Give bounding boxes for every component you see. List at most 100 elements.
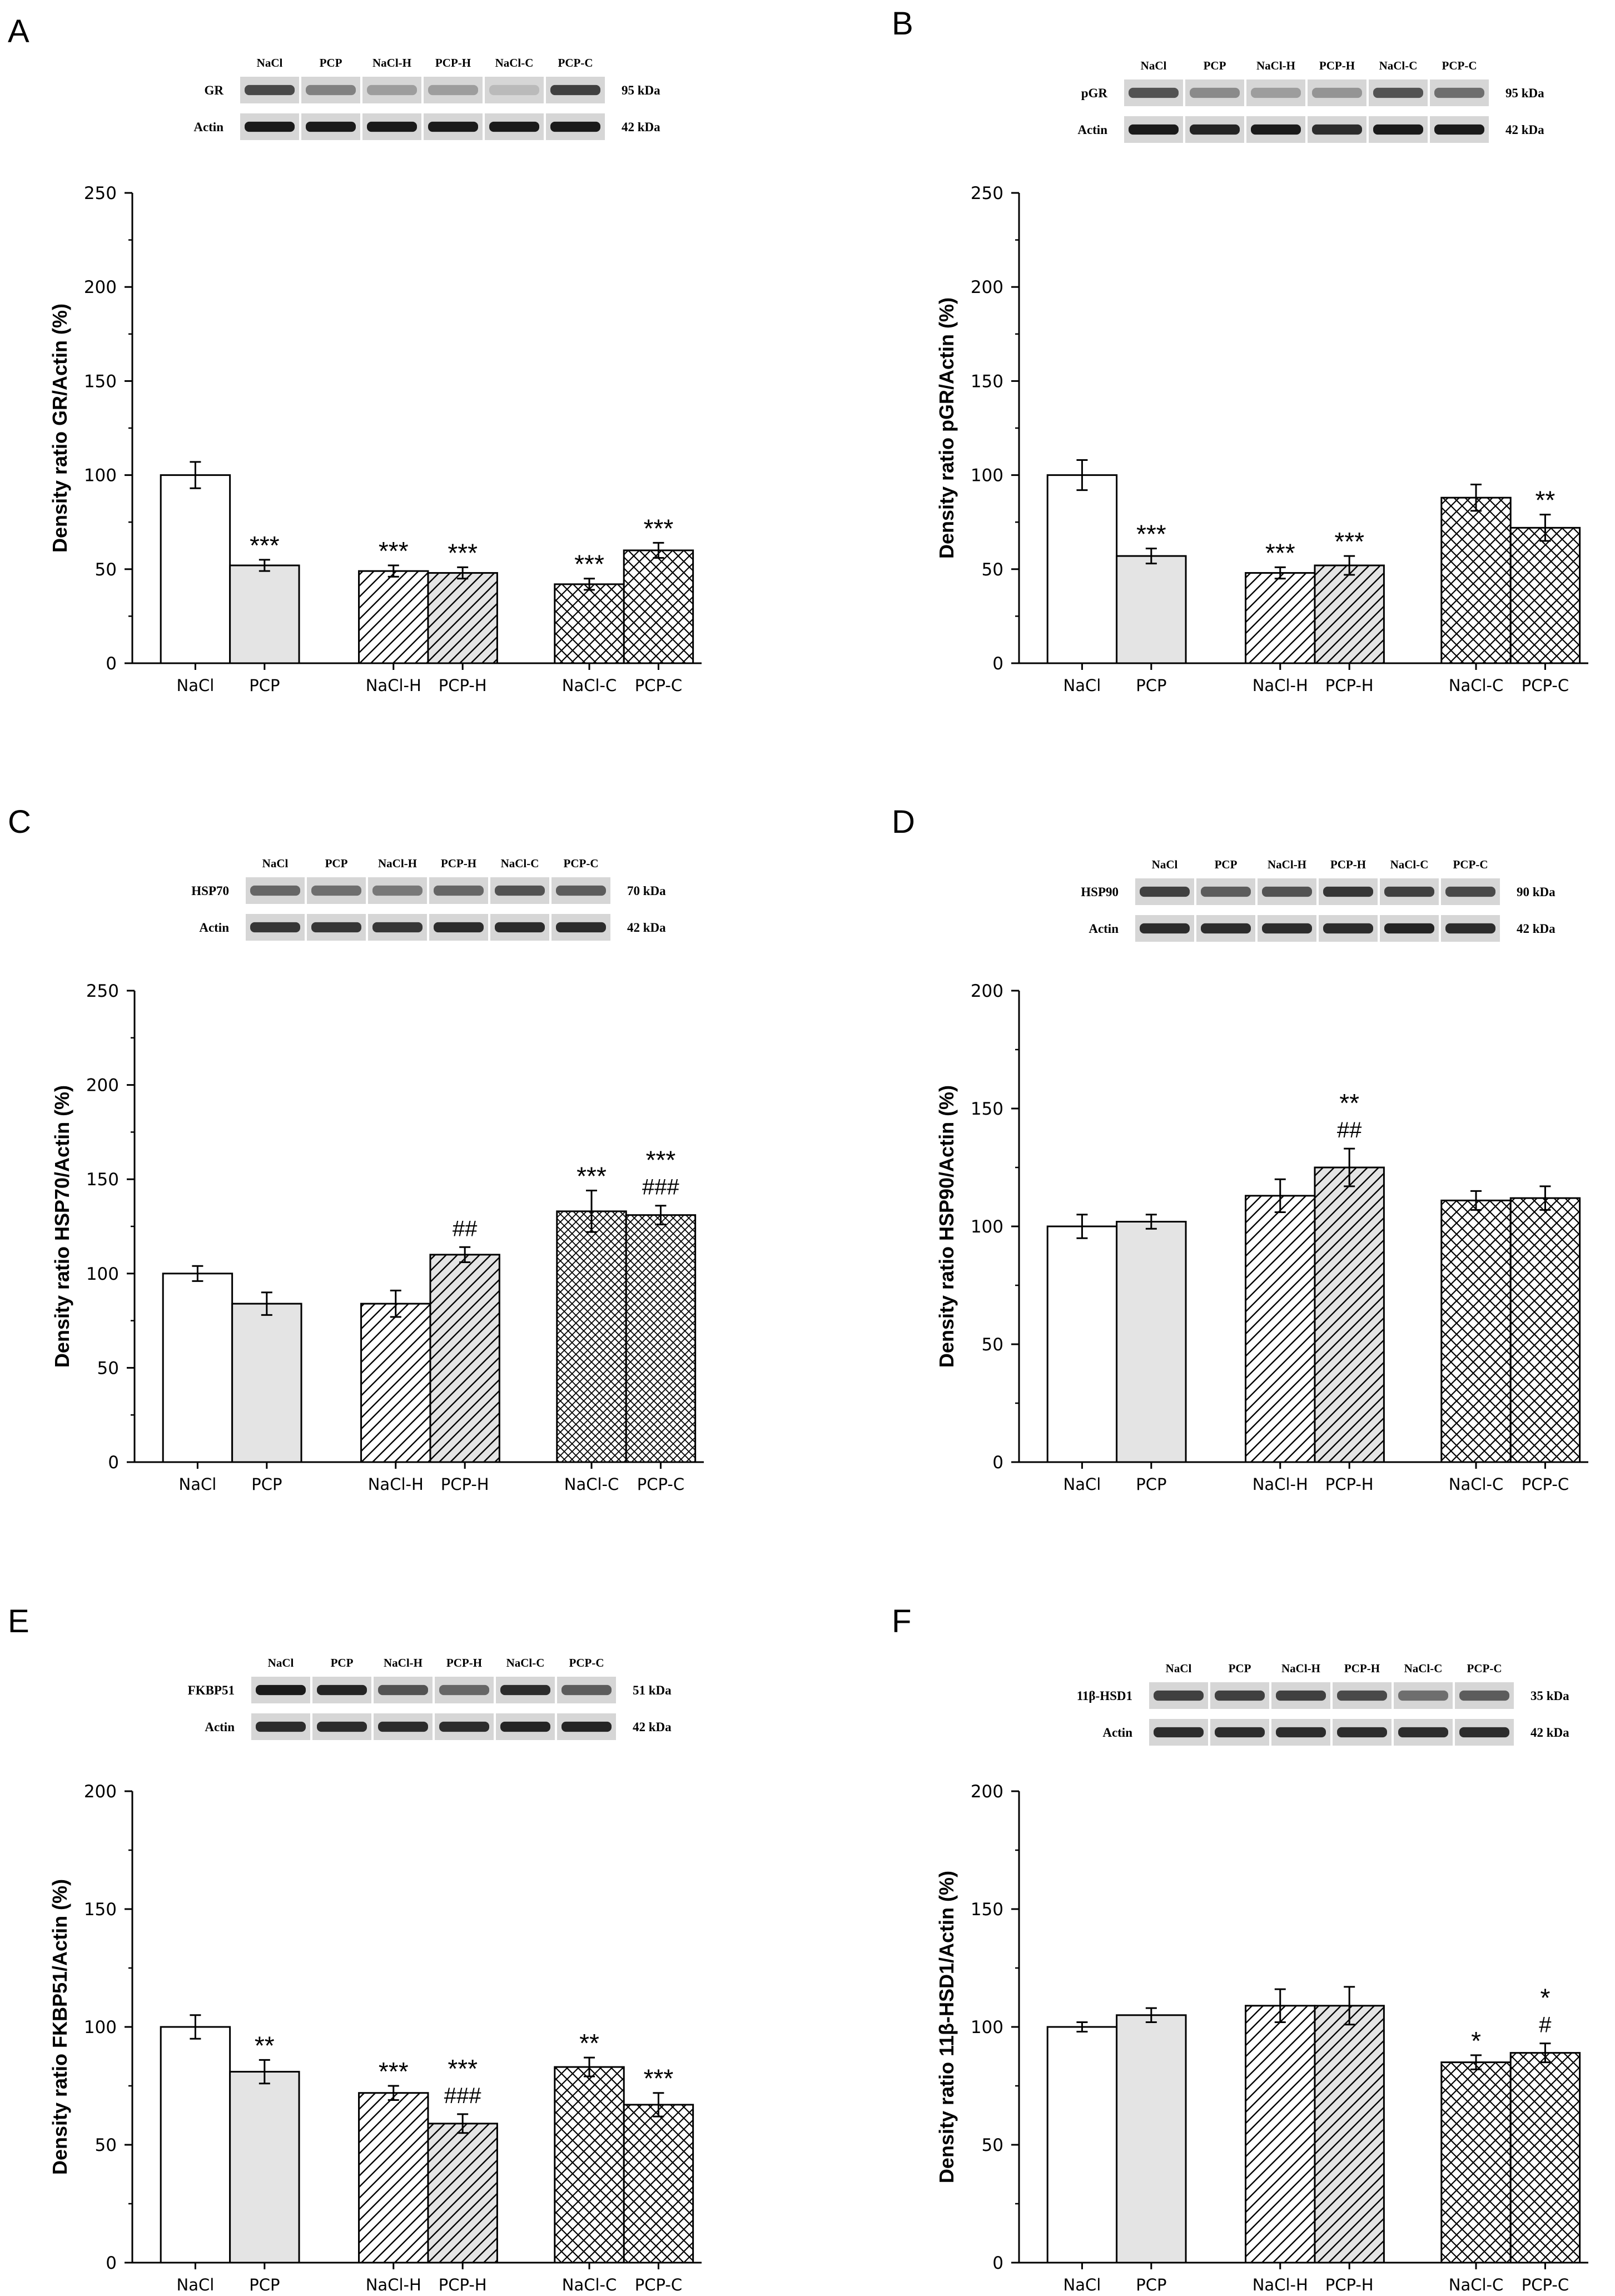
blot-lane-label: NaCl-H (1268, 858, 1306, 871)
blot-band (1154, 1727, 1204, 1738)
significance-star: *** (379, 2057, 409, 2086)
significance-star: *** (644, 514, 674, 543)
blot-band (1373, 87, 1423, 98)
bar-nacl (160, 2026, 231, 2264)
blot-lane-label: PCP-H (435, 56, 471, 69)
blot-lane-label: NaCl-H (378, 857, 417, 870)
bar-pcp-c (1509, 1197, 1581, 1463)
bar-pcp-c (1509, 526, 1581, 664)
y-axis-title: Density ratio pGR/Actin (%) (935, 297, 958, 559)
blot-lane-bg (1308, 79, 1366, 106)
blot-band (439, 1684, 489, 1696)
blot-row-kda: 70 kDa (627, 884, 666, 898)
blot-lane-label: PCP (320, 56, 342, 69)
plot-f: 0 50 100 150 200 Density ratio 11β-HSD1/Actin… (935, 1782, 1588, 2294)
significance-star: ** (1339, 1089, 1359, 1117)
blot-band (1384, 923, 1434, 934)
blot-lane-label: NaCl-C (506, 1656, 545, 1669)
blot-band (317, 1721, 367, 1732)
blot-band (1445, 923, 1495, 934)
blot-lane-label: PCP (1229, 1662, 1251, 1675)
y-axis-title: Density ratio GR/Actin (%) (48, 304, 71, 553)
blot-row-name: HSP90 (1081, 885, 1119, 899)
blot-lane-label: PCP (1215, 858, 1238, 871)
blot-lane-label: PCP (325, 857, 348, 870)
y-tick-label: 200 (84, 277, 117, 297)
blot-band (1434, 87, 1484, 98)
panel-f: F NaCl PCP NaCl-H PCP-H NaCl-C PCP-C 11β-HSD1 3… (892, 1603, 1588, 2294)
blot-band (556, 885, 606, 896)
bar-nacl-h (358, 570, 429, 664)
blot-band (1140, 886, 1190, 897)
significance-star: *** (448, 538, 478, 567)
panel-label: F (892, 1603, 911, 1639)
blot-lane-label: PCP-C (1467, 1662, 1502, 1675)
blot-lane-bg (301, 77, 360, 103)
y-tick-label: 200 (971, 1782, 1003, 1802)
bar-pcp-h (1314, 564, 1385, 664)
y-tick-label: 250 (84, 183, 117, 203)
blot-band (1190, 87, 1240, 98)
y-tick-label: 0 (106, 2253, 117, 2273)
blot-band (1459, 1727, 1509, 1738)
blot-lane-label: NaCl-H (372, 56, 411, 69)
x-tick-label: PCP-C (1522, 1475, 1569, 1494)
bar-pcp-h (429, 1254, 500, 1463)
x-tick-label: NaCl (1064, 2275, 1101, 2294)
blot-f: NaCl PCP NaCl-H PCP-H NaCl-C PCP-C 11β-HSD1 35 … (1077, 1662, 1569, 1746)
blot-lane-label: NaCl-H (1281, 1662, 1320, 1675)
blot-row-kda: 95 kDa (1505, 86, 1544, 100)
y-tick-label: 0 (106, 654, 117, 674)
blot-lane-label: NaCl (262, 857, 289, 870)
bar-nacl (1046, 1225, 1118, 1463)
x-tick-label: PCP (249, 676, 280, 695)
significance-star: *** (644, 2064, 674, 2093)
y-tick-label: 50 (95, 560, 117, 580)
x-tick-label: NaCl-C (1449, 676, 1503, 695)
y-tick-label: 200 (86, 1076, 119, 1096)
blot-band (1140, 923, 1190, 934)
blot-lane-label: NaCl-H (1256, 59, 1295, 72)
x-tick-label: PCP-H (441, 1475, 489, 1494)
y-tick-label: 150 (971, 1099, 1003, 1119)
x-tick-label: NaCl (179, 1475, 217, 1494)
blot-band (306, 85, 356, 96)
bar-nacl-h (1245, 572, 1316, 664)
plot-d: 0 50 100 150 200 Density ratio HSP90/Actin (%… (935, 981, 1588, 1494)
blot-band (1251, 87, 1301, 98)
significance-star: *** (577, 1162, 607, 1191)
blot-band (372, 922, 423, 933)
blot-band (1129, 87, 1179, 98)
blot-row-name: Actin (1077, 123, 1107, 137)
x-tick-label: PCP (251, 1475, 282, 1494)
y-tick-label: 100 (971, 466, 1003, 486)
panel-label: B (892, 6, 913, 42)
blot-lane-label: NaCl-C (1404, 1662, 1443, 1675)
y-axis-title: Density ratio HSP70/Actin (%) (51, 1085, 73, 1368)
blot-lane-label: NaCl-C (1390, 858, 1429, 871)
y-tick-label: 150 (86, 1170, 119, 1190)
blot-band (1262, 886, 1312, 897)
significance-hash: ### (642, 1175, 679, 1200)
blot-lane-label: NaCl (268, 1656, 294, 1669)
blot-band (372, 885, 423, 896)
blot-lane-label: PCP-H (441, 857, 476, 870)
blot-band (1276, 1690, 1326, 1701)
blot-row-name: Actin (1089, 922, 1119, 936)
y-tick-label: 200 (971, 981, 1003, 1001)
blot-band (250, 922, 300, 933)
bar-pcp-c (623, 549, 694, 664)
y-tick-label: 50 (97, 1358, 119, 1378)
bar-pcp-h (1314, 1166, 1385, 1463)
blot-lane-label: NaCl (1141, 59, 1167, 72)
blot-band (1445, 886, 1495, 897)
significance-star: * (1471, 2026, 1481, 2055)
panel-label: D (892, 804, 915, 840)
bar-nacl-h (1245, 1195, 1316, 1463)
bar-nacl (162, 1273, 233, 1463)
blot-band (556, 922, 606, 933)
x-tick-label: NaCl-H (1253, 1475, 1308, 1494)
plot-e: 0 50 100 150 200 Density ratio FKBP51/Actin (… (48, 1782, 702, 2294)
blot-row-kda: 42 kDa (622, 120, 660, 134)
panel-label: C (8, 804, 31, 840)
